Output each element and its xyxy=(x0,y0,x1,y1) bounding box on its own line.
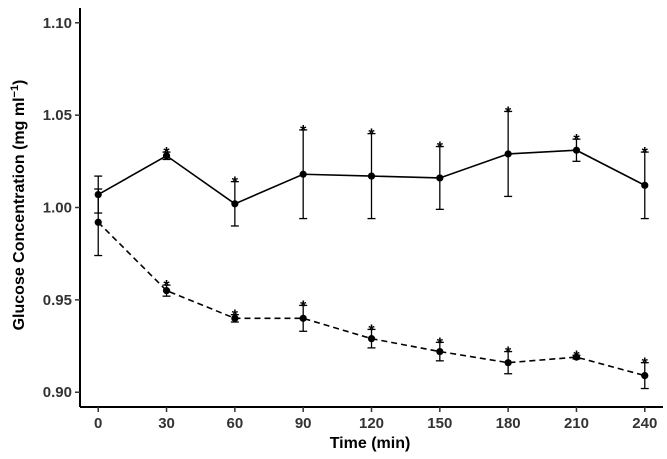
data-point xyxy=(436,174,444,182)
data-point xyxy=(641,371,649,380)
significance-marker: * xyxy=(642,145,649,162)
x-tick-label: 180 xyxy=(496,415,521,432)
significance-marker: * xyxy=(300,298,307,315)
y-tick-label: 1.05 xyxy=(43,107,72,124)
series-layer: * * * * * * * * * * * * * * * * xyxy=(94,104,649,390)
significance-marker: * xyxy=(505,104,512,121)
data-point xyxy=(299,170,307,178)
series-2: * * * * * * * * xyxy=(94,188,649,390)
x-axis-title: Time (min) xyxy=(330,435,411,452)
data-point xyxy=(504,150,512,158)
data-point xyxy=(504,359,512,367)
x-tick-label: 240 xyxy=(632,415,657,432)
data-point xyxy=(367,335,376,343)
y-tick-label: 0.95 xyxy=(43,292,72,309)
significance-marker: * xyxy=(163,145,170,162)
significance-marker: * xyxy=(163,278,170,295)
y-axis-title: Glucose Concentration (mg ml−1) xyxy=(9,80,28,331)
significance-marker: * xyxy=(437,140,444,157)
data-point xyxy=(436,347,444,356)
series-1: * * * * * * * * xyxy=(94,104,649,227)
significance-marker: * xyxy=(573,132,580,149)
data-point xyxy=(572,353,581,361)
data-point xyxy=(572,146,581,154)
data-point xyxy=(231,200,239,208)
x-tick-label: 30 xyxy=(158,415,175,432)
y-tick-label: 0.90 xyxy=(43,384,72,401)
x-tick-label: 60 xyxy=(227,415,244,432)
significance-marker: * xyxy=(368,127,375,144)
significance-marker: * xyxy=(437,335,444,352)
significance-marker: * xyxy=(232,175,239,192)
data-point xyxy=(367,172,376,180)
data-point xyxy=(162,287,171,295)
x-tick-label: 150 xyxy=(427,415,452,432)
data-point xyxy=(641,181,649,189)
x-tick-label: 210 xyxy=(564,415,589,432)
data-point xyxy=(299,314,307,322)
data-point xyxy=(94,218,102,226)
y-tick-label: 1.10 xyxy=(43,15,72,32)
axes: 0.90 0.95 1.00 1.05 1.10 0 30 60 90 120 150 180 210 2… xyxy=(43,8,663,432)
significance-marker: * xyxy=(505,345,512,362)
significance-marker: * xyxy=(300,123,307,140)
significance-marker: * xyxy=(573,348,580,365)
data-point xyxy=(162,152,171,160)
significance-marker: * xyxy=(232,308,239,325)
x-tick-label: 90 xyxy=(295,415,312,432)
series-line xyxy=(97,221,645,377)
data-point xyxy=(231,314,239,322)
x-tick-label: 120 xyxy=(359,415,384,432)
significance-marker: * xyxy=(642,356,649,373)
y-tick-label: 1.00 xyxy=(43,200,72,217)
x-tick-label: 0 xyxy=(94,415,102,432)
significance-marker: * xyxy=(368,322,375,339)
